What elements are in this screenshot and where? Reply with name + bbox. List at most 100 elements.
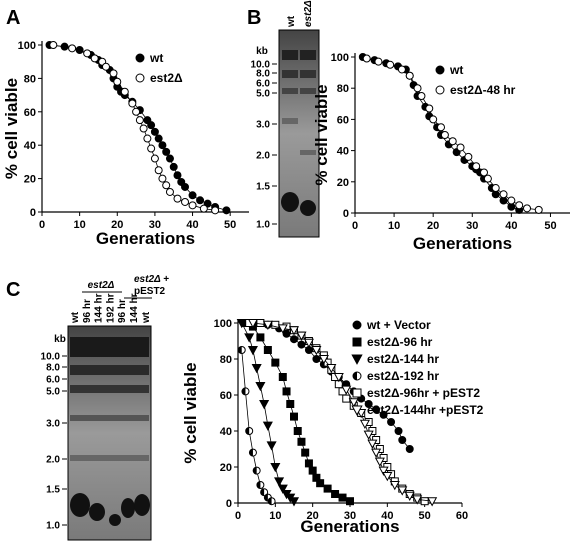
marker xyxy=(158,141,167,150)
marker xyxy=(371,448,382,458)
marker xyxy=(259,400,270,410)
legend-marker xyxy=(352,337,362,347)
legend-marker xyxy=(135,53,145,63)
marker xyxy=(237,346,246,354)
marker xyxy=(113,77,122,86)
marker xyxy=(236,319,247,329)
x-tick-label: 20 xyxy=(111,219,123,231)
marker xyxy=(359,419,370,430)
gel-size: 6.0 xyxy=(46,375,60,386)
marker xyxy=(338,493,347,502)
marker xyxy=(374,57,383,66)
marker xyxy=(165,187,174,196)
marker xyxy=(150,127,159,136)
marker xyxy=(499,190,508,199)
marker xyxy=(270,463,281,473)
marker xyxy=(154,166,163,175)
marker xyxy=(109,69,118,78)
marker xyxy=(308,466,317,475)
marker xyxy=(256,319,265,327)
marker xyxy=(379,410,388,419)
marker xyxy=(316,479,325,488)
marker xyxy=(199,204,208,213)
marker xyxy=(413,84,422,93)
gel-unit: kb xyxy=(256,46,268,57)
marker xyxy=(417,92,426,100)
marker xyxy=(248,448,257,457)
marker xyxy=(266,441,277,451)
marker xyxy=(256,333,265,342)
y-tick-label: 60 xyxy=(337,114,349,126)
marker xyxy=(333,373,344,383)
group-label: est2Δ + xyxy=(134,274,169,285)
marker xyxy=(150,154,159,163)
marker xyxy=(448,137,457,146)
marker xyxy=(147,144,156,153)
marker xyxy=(293,427,302,435)
marker xyxy=(211,206,220,215)
marker xyxy=(277,324,288,334)
series-line xyxy=(53,44,216,211)
marker-part xyxy=(256,481,261,489)
marker xyxy=(165,154,174,163)
marker xyxy=(326,364,337,374)
marker xyxy=(286,400,295,408)
marker xyxy=(341,385,352,395)
marker xyxy=(387,418,396,426)
y-axis-label: % cell viable xyxy=(312,84,331,185)
x-tick-label: 30 xyxy=(344,510,356,522)
marker xyxy=(169,162,178,171)
marker xyxy=(143,134,152,143)
legend-label: wt xyxy=(149,51,163,65)
marker xyxy=(241,387,250,396)
marker xyxy=(386,60,395,69)
y-tick-label: 20 xyxy=(24,174,36,186)
marker xyxy=(128,99,137,108)
marker xyxy=(348,398,359,408)
marker xyxy=(301,448,310,457)
y-tick-label: 100 xyxy=(18,40,36,52)
marker xyxy=(158,174,167,183)
marker xyxy=(290,412,298,421)
marker xyxy=(323,484,332,493)
legend-marker xyxy=(351,354,363,365)
marker xyxy=(247,346,258,356)
y-tick-label: 0 xyxy=(343,208,349,220)
marker xyxy=(260,488,269,497)
legend-marker xyxy=(352,388,362,398)
marker xyxy=(282,387,291,396)
y-axis-label: % cell viable xyxy=(181,362,200,463)
lane-label: 192 hr xyxy=(105,293,116,323)
gel-size: 10.0 xyxy=(251,60,271,71)
marker xyxy=(440,131,449,139)
marker xyxy=(262,421,273,431)
x-tick-label: 10 xyxy=(74,219,86,231)
lane-label: est2Δ xyxy=(303,0,314,27)
gel-c-image xyxy=(67,325,152,541)
marker xyxy=(427,497,438,507)
x-axis-label: Generations xyxy=(96,229,195,248)
marker-part xyxy=(260,488,265,496)
marker xyxy=(405,445,414,453)
marker xyxy=(188,201,197,210)
marker xyxy=(188,191,197,200)
marker xyxy=(162,181,171,190)
legend-label: est2Δ-192 hr xyxy=(367,369,439,383)
series-line xyxy=(245,322,351,502)
marker xyxy=(378,466,389,476)
marker-part xyxy=(238,346,242,354)
gel-size: 8.0 xyxy=(256,69,270,80)
gel-size: 2.0 xyxy=(256,151,270,162)
marker xyxy=(303,338,314,349)
marker xyxy=(288,326,300,336)
marker xyxy=(297,340,306,349)
marker xyxy=(534,205,543,214)
marker xyxy=(372,405,381,414)
marker xyxy=(277,484,288,494)
marker xyxy=(252,466,261,475)
marker xyxy=(397,65,406,74)
marker xyxy=(297,437,306,446)
legend-marker xyxy=(351,405,363,416)
gel-b-image xyxy=(278,29,320,238)
lane-label: wt xyxy=(141,311,152,324)
